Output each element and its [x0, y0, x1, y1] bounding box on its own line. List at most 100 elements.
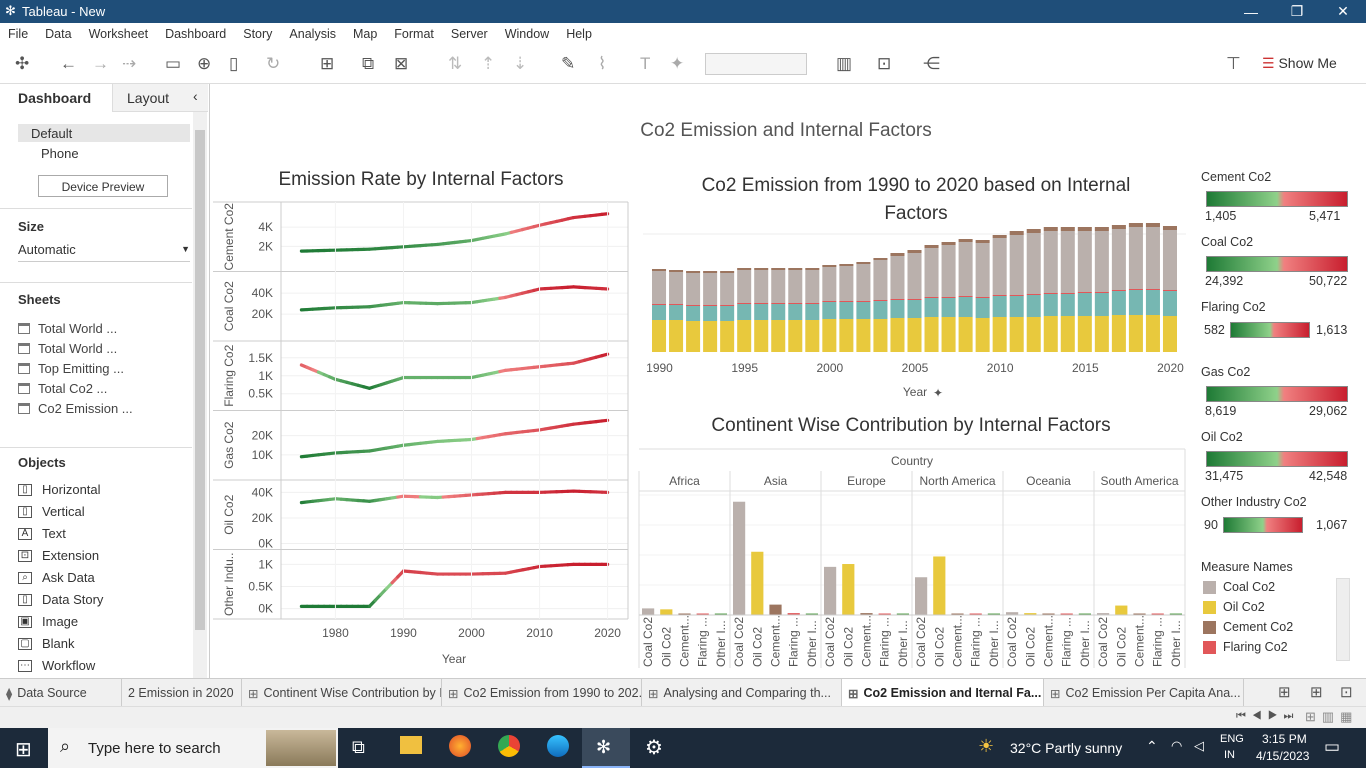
stacked-bar-segment[interactable] [975, 243, 990, 297]
windows-start-icon[interactable]: ⊞ [15, 739, 32, 761]
firefox-icon[interactable] [449, 735, 471, 757]
swap-icon[interactable]: ⇅ [448, 54, 463, 73]
restore-button[interactable]: ❐ [1290, 3, 1304, 19]
stacked-bar-segment[interactable] [686, 321, 701, 352]
stacked-bar-segment[interactable] [1043, 227, 1058, 231]
stacked-bar-segment[interactable] [907, 299, 922, 300]
stacked-bar-segment[interactable] [754, 303, 769, 304]
stacked-bar-segment[interactable] [924, 317, 939, 352]
stacked-bar-segment[interactable] [1043, 293, 1058, 294]
stacked-bar-segment[interactable] [1009, 231, 1024, 235]
settings-icon[interactable]: ⚙ [645, 737, 663, 759]
stacked-bar-segment[interactable] [771, 268, 786, 270]
stacked-bar-segment[interactable] [1009, 235, 1024, 295]
stacked-bar-segment[interactable] [1111, 225, 1126, 229]
continent-bar[interactable] [951, 613, 964, 616]
stacked-bar-segment[interactable] [958, 242, 973, 296]
stacked-bar-segment[interactable] [771, 270, 786, 303]
lang-region[interactable]: IN [1224, 749, 1235, 761]
duplicate-icon[interactable]: ⧉ [362, 54, 375, 73]
stacked-bar-segment[interactable] [958, 239, 973, 242]
stacked-bar-segment[interactable] [771, 303, 786, 304]
sheet-item[interactable]: Co2 Emission ... [18, 401, 133, 416]
stacked-bar-segment[interactable] [686, 305, 701, 306]
stacked-bar-segment[interactable] [1128, 223, 1143, 227]
stacked-bar-segment[interactable] [975, 240, 990, 243]
sheet-tab[interactable]: ⧫ Data Source [0, 679, 122, 707]
stacked-bar-segment[interactable] [856, 301, 871, 302]
stacked-bar-segment[interactable] [907, 250, 922, 253]
stacked-bar-segment[interactable] [686, 273, 701, 305]
stacked-bar-segment[interactable] [1162, 291, 1177, 316]
stacked-bar-segment[interactable] [1094, 292, 1109, 293]
stacked-bar-segment[interactable] [805, 303, 820, 304]
stacked-bar-segment[interactable] [1009, 296, 1024, 317]
stacked-bar-segment[interactable] [822, 302, 837, 319]
object-item[interactable]: ⊡ Extension [18, 548, 99, 563]
legend-scrollbar[interactable] [1336, 578, 1350, 661]
stacked-bar-segment[interactable] [1094, 231, 1109, 292]
color-ramp[interactable] [1206, 191, 1348, 207]
stacked-bar-segment[interactable] [856, 302, 871, 319]
menu-item[interactable]: Server [450, 26, 488, 41]
continent-bar[interactable] [860, 613, 873, 615]
volume-icon[interactable]: ◁ [1194, 738, 1204, 753]
stacked-bar-segment[interactable] [669, 320, 684, 352]
continent-bar[interactable] [1006, 612, 1019, 615]
menu-item[interactable]: File [8, 26, 29, 41]
device-preview-button[interactable]: Device Preview [38, 175, 168, 197]
menu-item[interactable]: Help [566, 26, 592, 41]
edge-icon[interactable] [547, 735, 569, 757]
stacked-bar-segment[interactable] [924, 248, 939, 297]
pause-updates-icon[interactable]: ▯ [229, 54, 239, 73]
stacked-bar-segment[interactable] [839, 266, 854, 301]
stacked-bar-segment[interactable] [1162, 290, 1177, 291]
show-me-button[interactable]: ☰ Show Me [1262, 55, 1337, 72]
stacked-bar-segment[interactable] [941, 298, 956, 317]
lang-code[interactable]: ENG [1220, 733, 1244, 745]
stacked-bar-segment[interactable] [720, 273, 735, 305]
stacked-bar-segment[interactable] [737, 268, 752, 270]
stacked-bar-segment[interactable] [703, 271, 718, 273]
stacked-bar-segment[interactable] [1145, 290, 1160, 315]
save-icon[interactable]: ▭ [165, 54, 182, 73]
stacked-bar-segment[interactable] [1009, 317, 1024, 352]
stacked-bar-segment[interactable] [958, 297, 973, 317]
object-item[interactable]: ⌕ Ask Data [18, 570, 95, 585]
undo-icon[interactable]: ← [60, 54, 77, 73]
measure-legend-item[interactable]: Oil Co2 [1203, 600, 1265, 614]
sheet-tab[interactable]: ⊞ Co2 Emission and Iternal Fa... [842, 679, 1044, 707]
stacked-bar-segment[interactable] [1043, 316, 1058, 352]
share-icon[interactable]: ⋲ [923, 54, 940, 73]
continent-bar[interactable] [787, 613, 800, 615]
stacked-bar-segment[interactable] [1145, 289, 1160, 290]
continent-bar[interactable] [1169, 613, 1182, 616]
object-item[interactable]: ▯ Data Story [18, 592, 103, 607]
stacked-bar-segment[interactable] [754, 320, 769, 352]
new-worksheet-tab-icon[interactable]: ⊞ [1278, 684, 1291, 701]
sort-asc-icon[interactable]: ⇡ [481, 54, 496, 73]
stacked-bar-segment[interactable] [839, 301, 854, 302]
stacked-bar-segment[interactable] [1094, 316, 1109, 352]
stacked-bar-segment[interactable] [924, 297, 939, 298]
continent-bar[interactable] [678, 613, 691, 616]
stacked-bar-segment[interactable] [669, 305, 684, 320]
show-cards-icon[interactable]: ▥ [836, 54, 853, 73]
measure-legend-item[interactable]: Cement Co2 [1203, 620, 1293, 634]
stacked-bar-segment[interactable] [771, 304, 786, 320]
series-line-segment[interactable] [600, 418, 610, 423]
stacked-bar-segment[interactable] [788, 320, 803, 352]
color-ramp[interactable] [1230, 322, 1310, 338]
menu-item[interactable]: Format [394, 26, 434, 41]
stacked-bar-segment[interactable] [1111, 291, 1126, 315]
format-painter-icon[interactable]: ⊤ [1226, 54, 1241, 73]
continent-bar[interactable] [878, 613, 891, 616]
stacked-bar-segment[interactable] [890, 256, 905, 299]
stacked-bar-segment[interactable] [1026, 294, 1041, 295]
scrollbar-thumb[interactable] [195, 130, 205, 630]
stacked-bar-segment[interactable] [822, 267, 837, 301]
size-select[interactable]: Automatic ▼ [18, 242, 190, 262]
clock-date[interactable]: 4/15/2023 [1256, 749, 1310, 763]
stacked-bar-segment[interactable] [907, 253, 922, 299]
stacked-bar-segment[interactable] [1026, 317, 1041, 352]
